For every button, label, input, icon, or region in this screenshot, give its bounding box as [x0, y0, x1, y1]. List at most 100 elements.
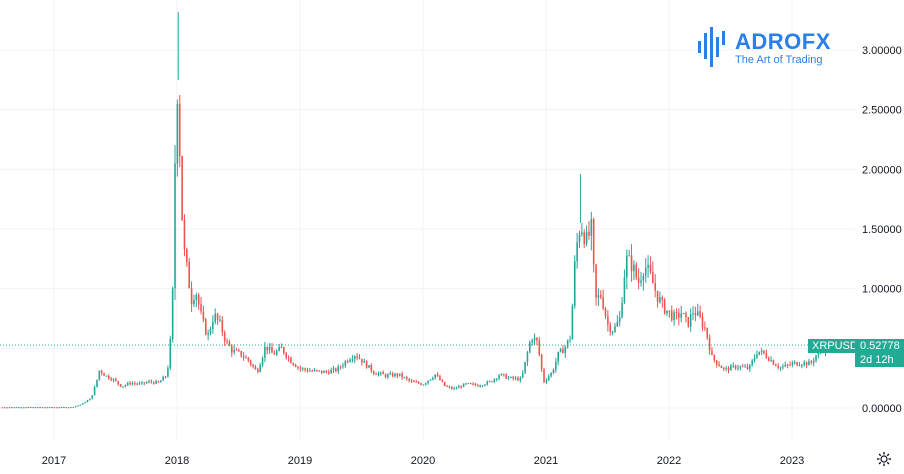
candle-down [384, 374, 387, 378]
candle-up [301, 368, 304, 370]
candle-down [670, 310, 673, 321]
candle-up [427, 380, 429, 384]
candle-up [81, 403, 84, 405]
candle-down [540, 354, 543, 370]
candle-down [505, 374, 507, 379]
candle-down [188, 262, 191, 289]
candle-down [503, 373, 505, 375]
candle-down [536, 337, 538, 341]
candle-up [368, 365, 370, 368]
candle-up [725, 367, 727, 369]
candle-down [543, 369, 545, 382]
candle-down [306, 369, 309, 372]
candle-down [46, 407, 49, 409]
candle-up [500, 373, 503, 376]
candle-down [810, 361, 813, 363]
candle-down [715, 360, 718, 365]
candle-up [11, 407, 13, 409]
candle-up [264, 346, 266, 358]
price-tick-label: 0.00000 [862, 403, 902, 415]
candle-down [63, 407, 65, 409]
candle-up [60, 407, 63, 409]
candle-down [706, 327, 709, 338]
candle-up [89, 398, 91, 401]
candle-up [521, 372, 524, 378]
candle-up [145, 382, 148, 384]
candle-down [448, 386, 451, 388]
settings-gear-icon[interactable] [876, 451, 892, 467]
last-price-value: 0.52778 [855, 339, 904, 353]
candle-up [214, 313, 217, 323]
candle-down [335, 368, 337, 372]
candle-down [789, 364, 791, 366]
candle-down [746, 366, 749, 369]
candle-down [235, 349, 238, 351]
year-tick-label: 2023 [780, 455, 804, 467]
candle-up [380, 372, 382, 374]
candle-up [621, 302, 623, 318]
candle-down [687, 316, 690, 327]
year-tick-label: 2017 [42, 455, 66, 467]
candle-up [313, 369, 316, 372]
candle-up [91, 395, 94, 399]
candle-down [436, 374, 439, 377]
candle-up [403, 377, 406, 379]
candle-down [228, 341, 231, 346]
candle-down [685, 313, 687, 317]
candle-up [526, 352, 529, 362]
candle-up [626, 255, 628, 278]
candle-down [3, 407, 6, 409]
candle-down [538, 340, 541, 355]
candle-down [55, 407, 58, 409]
candle-up [557, 351, 560, 362]
year-tick-label: 2019 [288, 455, 312, 467]
candle-up [20, 407, 23, 409]
candle-down [410, 380, 413, 382]
candle-down [53, 407, 56, 409]
candle-up [798, 365, 801, 367]
candle-down [406, 377, 408, 379]
candle-down [110, 378, 112, 381]
candle-up [332, 368, 335, 371]
candle-up [171, 288, 174, 340]
price-tick-label: 1.50000 [862, 224, 902, 236]
candle-up [481, 385, 484, 387]
candle-down [661, 297, 664, 300]
candle-down [562, 348, 564, 354]
candle-down [257, 369, 259, 372]
candle-down [786, 364, 789, 366]
candle-up [268, 347, 271, 351]
candle-up [394, 373, 396, 377]
candle-up [559, 348, 562, 352]
candle-down [652, 271, 654, 284]
price-tick-label: 2.50000 [862, 105, 902, 117]
candle-up [581, 232, 583, 235]
candle-up [784, 364, 787, 367]
candle-up [160, 380, 162, 383]
candle-up [209, 328, 212, 334]
candle-down [202, 311, 205, 320]
candle-up [659, 297, 661, 302]
candle-down [287, 357, 290, 359]
candle-down [190, 288, 193, 305]
candle-up [148, 381, 150, 383]
candle-down [346, 361, 349, 363]
candle-down [765, 353, 768, 358]
candle-up [164, 376, 167, 378]
candle-down [311, 370, 314, 372]
candle-down [413, 381, 415, 383]
candle-down [183, 220, 186, 249]
candle-down [181, 155, 183, 221]
candle-down [117, 381, 120, 385]
candle-down [245, 357, 247, 359]
candle-down [129, 382, 131, 385]
candle-up [167, 368, 169, 377]
candle-down [249, 360, 252, 365]
candle-down [443, 381, 446, 386]
candle-up [666, 310, 668, 314]
candle-down [103, 373, 105, 376]
candle-down [607, 316, 609, 325]
candle-down [699, 311, 701, 317]
time-axis[interactable]: 2017 2018 2019 2020 2021 2022 2023 [42, 455, 804, 467]
